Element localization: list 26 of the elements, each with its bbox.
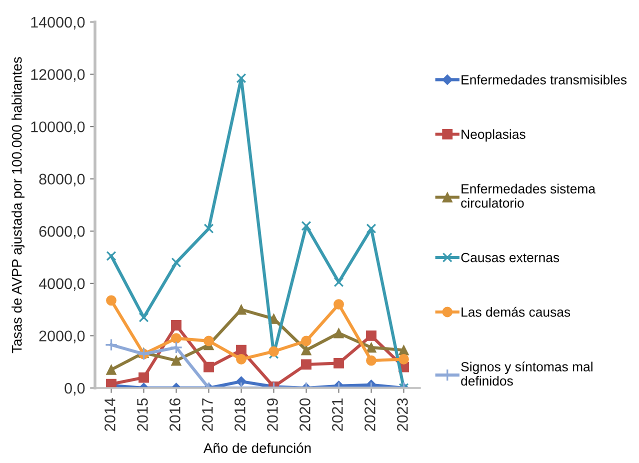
x-tick-label: 2022 <box>364 398 376 431</box>
legend-label: Causas externas <box>461 252 560 262</box>
y-tick-label: 4000,0 <box>38 278 85 291</box>
y-axis-title: Tasas de AVPP ajustada por 100.000 habitantes <box>12 57 25 354</box>
y-tick-label: 12000,0 <box>31 69 85 82</box>
y-tick-label: 6000,0 <box>39 226 85 239</box>
legend-label: Las demás causas <box>462 306 570 317</box>
x-tick-label: 2016 <box>170 398 180 431</box>
x-tick-label: 2019 <box>267 398 278 431</box>
y-tick-label: 14000,0 <box>31 16 85 30</box>
legend-label: Neoplasias <box>462 129 526 142</box>
x-axis-title: Año de defunción <box>203 442 311 454</box>
legend-label: Signos y síntomas mal definidos <box>461 362 592 386</box>
legend-label: Enfermedades transmisibles <box>462 74 627 84</box>
x-tick-label: 2021 <box>332 398 343 431</box>
y-tick-label: 10000,0 <box>31 121 85 134</box>
y-tick-label: 8000,0 <box>39 174 85 186</box>
legend-label: Enfermedades sistema circulatorio <box>461 184 596 208</box>
y-tick-label: 0,0 <box>64 382 85 396</box>
x-tick-label: 2023 <box>397 398 408 431</box>
x-tick-label: 2014 <box>104 398 116 431</box>
x-tick-label: 2015 <box>137 398 148 431</box>
x-tick-label: 2018 <box>234 398 246 431</box>
y-tick-label: 2000,0 <box>39 330 85 344</box>
x-tick-label: 2017 <box>202 398 213 431</box>
x-tick-label: 2020 <box>300 398 310 431</box>
